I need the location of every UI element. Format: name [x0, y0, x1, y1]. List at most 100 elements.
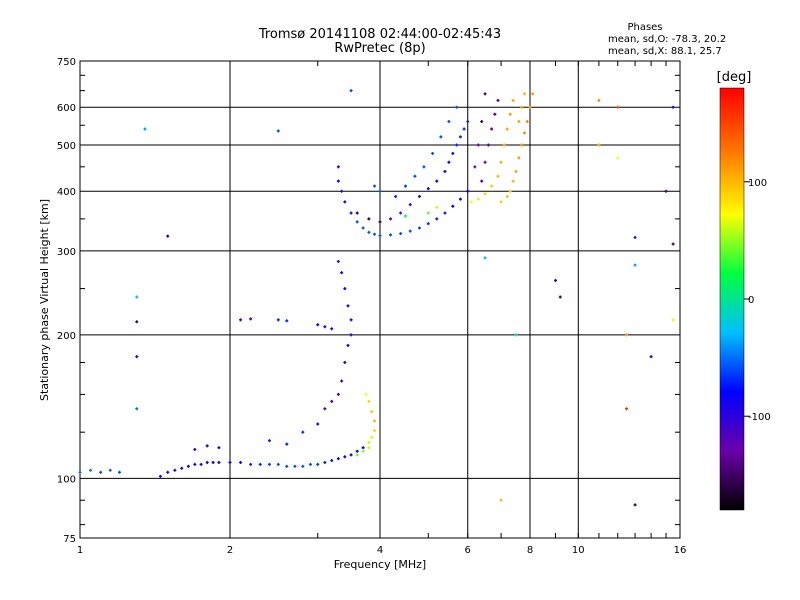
data-point [493, 112, 497, 116]
data-point [308, 462, 312, 466]
data-point [408, 203, 412, 207]
data-point [490, 184, 494, 188]
data-point [267, 439, 271, 443]
data-point [399, 232, 403, 236]
data-point [483, 192, 487, 196]
data-point [378, 189, 382, 193]
data-point [166, 470, 170, 474]
data-point [343, 455, 347, 459]
data-point [455, 105, 459, 109]
data-point [143, 127, 147, 131]
data-point [435, 217, 439, 221]
y-tick-label: 75 [63, 534, 76, 545]
x-tick-label: 4 [377, 545, 383, 556]
data-point [135, 407, 139, 411]
data-point [349, 211, 353, 215]
data-point [517, 120, 521, 124]
data-point [346, 304, 350, 308]
data-point [367, 399, 371, 403]
y-tick-label: 100 [57, 474, 76, 485]
data-point [505, 194, 509, 198]
data-point [389, 217, 393, 221]
data-point [616, 105, 620, 109]
data-point [316, 323, 320, 327]
data-point [367, 230, 371, 234]
data-point [217, 460, 221, 464]
data-point [316, 462, 320, 466]
x-tick-label: 1 [77, 545, 83, 556]
data-point [408, 229, 412, 233]
data-point [340, 271, 344, 275]
data-point [476, 143, 480, 147]
data-point [343, 200, 347, 204]
data-point [135, 320, 139, 324]
data-point [336, 259, 340, 263]
data-point [455, 143, 459, 147]
data-point [349, 318, 353, 322]
data-point [293, 464, 297, 468]
data-point [496, 98, 500, 102]
data-point [228, 460, 232, 464]
data-point [276, 462, 280, 466]
x-axis-label: Frequency [MHz] [334, 558, 426, 571]
data-point [511, 98, 515, 102]
data-point [499, 200, 503, 204]
data-point [285, 442, 289, 446]
data-point [340, 189, 344, 193]
data-point [597, 98, 601, 102]
data-points [78, 89, 675, 507]
data-point [531, 92, 535, 96]
data-point [426, 187, 430, 191]
data-point [447, 160, 451, 164]
data-point [528, 105, 532, 109]
data-point [458, 135, 462, 139]
data-point [466, 189, 470, 193]
data-point [346, 343, 350, 347]
data-point [367, 446, 371, 450]
data-point [517, 156, 521, 160]
data-point [355, 220, 359, 224]
x-tick-label: 16 [674, 545, 687, 556]
data-point [193, 462, 197, 466]
data-point [443, 211, 447, 215]
data-point [217, 446, 221, 450]
data-point [671, 318, 675, 322]
data-point [633, 503, 637, 507]
data-point [267, 462, 271, 466]
data-point [633, 235, 637, 239]
data-point [211, 460, 215, 464]
data-point [413, 174, 417, 178]
colorbar-label: [deg] [717, 70, 752, 85]
data-point [625, 333, 629, 337]
data-point [439, 135, 443, 139]
data-point [422, 165, 426, 169]
data-point [373, 184, 377, 188]
data-point [343, 360, 347, 364]
data-point [78, 470, 82, 474]
data-point [435, 179, 439, 183]
data-point [373, 419, 377, 423]
colorbar: [deg] 100 0 -100 [717, 70, 771, 511]
data-point [276, 129, 280, 133]
data-point [483, 256, 487, 260]
data-point [378, 220, 382, 224]
data-point [249, 462, 253, 466]
data-point [469, 200, 473, 204]
data-point [276, 318, 280, 322]
data-point [496, 174, 500, 178]
data-point [389, 233, 393, 237]
data-point [417, 226, 421, 230]
data-point [361, 446, 365, 450]
data-point [336, 165, 340, 169]
data-point [525, 120, 529, 124]
data-point [597, 143, 601, 147]
data-point [199, 462, 203, 466]
data-point [301, 464, 305, 468]
data-point [258, 462, 262, 466]
plot-area: 1 2 4 6 8 10 16 75 100 200 300 400 500 600 750 [57, 57, 686, 556]
data-point [373, 429, 377, 433]
data-point [417, 194, 421, 198]
data-point [355, 453, 359, 457]
data-point [340, 379, 344, 383]
